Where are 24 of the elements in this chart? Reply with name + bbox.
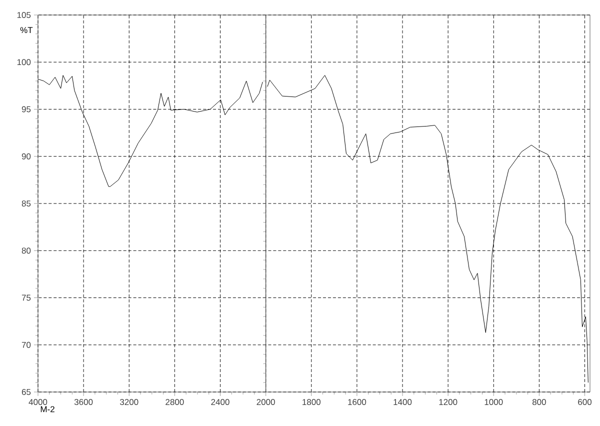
y-tick-label: 75: [22, 294, 31, 301]
x-tick-label: 2000: [256, 399, 275, 406]
y-tick-label: 70: [22, 342, 31, 348]
x-tick-label: 1800: [302, 399, 320, 406]
x-tick-label: 1400: [394, 399, 412, 406]
y-tick-label: 80: [22, 248, 31, 254]
y-tick-label: 95: [22, 106, 31, 112]
y-tick-label: 90: [22, 153, 31, 160]
y-tick-label: 65: [22, 388, 31, 396]
x-tick-label: 600: [578, 399, 592, 406]
y-tick-label: 105: [17, 12, 31, 18]
y-tick-label: 100: [17, 59, 31, 66]
x-tick-label: 3200: [120, 399, 138, 406]
x-tick-label: 800: [532, 399, 546, 406]
x-tick-label: 1200: [439, 399, 458, 406]
x-tick-label: 3600: [74, 399, 93, 406]
y-axis-title: %T: [20, 27, 33, 34]
text: M-2: [40, 406, 54, 412]
x-tick-label: 2400: [211, 399, 230, 406]
x-tick-label: 1600: [348, 399, 366, 406]
x-tick-label: 2800: [166, 399, 184, 406]
x-tick-label: 1000: [484, 399, 503, 406]
x-tick-label: 4000: [28, 399, 48, 406]
y-tick-label: 85: [22, 200, 31, 207]
